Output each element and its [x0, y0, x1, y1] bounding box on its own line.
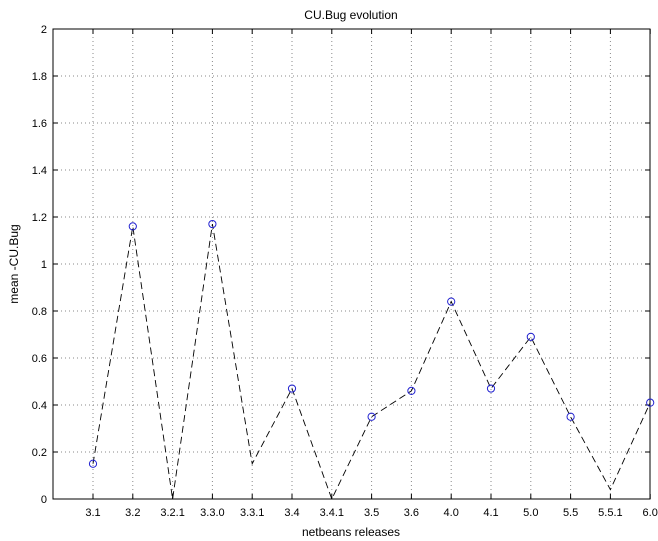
data-point-marker — [486, 384, 496, 393]
data-point-marker — [367, 412, 376, 421]
x-tick-label: 3.5 — [364, 507, 379, 519]
x-tick-label: 4.0 — [444, 507, 459, 519]
x-tick-label: 3.4.1 — [320, 507, 344, 519]
data-point-marker — [407, 386, 416, 395]
data-series — [88, 219, 655, 501]
x-tick-label: 3.3.1 — [240, 507, 264, 519]
y-tick-label: 0.8 — [32, 306, 47, 318]
x-tick-label: 4.1 — [483, 507, 498, 519]
data-point-marker — [447, 297, 456, 306]
y-tick-label: 1 — [41, 259, 47, 271]
data-point-marker — [128, 222, 137, 231]
x-tick-label: 6.0 — [643, 507, 658, 519]
x-tick-label: 3.2 — [125, 507, 140, 519]
y-axis-title: mean -CU.Bug — [7, 224, 21, 303]
axis-ticks — [53, 28, 651, 500]
y-tick-label: 1.8 — [32, 71, 47, 83]
y-tick-label: 2 — [41, 24, 47, 36]
y-tick-label: 1.2 — [32, 212, 47, 224]
x-tick-label: 3.1 — [85, 507, 100, 519]
data-point-marker — [646, 398, 655, 407]
x-tick-label: 5.5.1 — [598, 507, 622, 519]
chart-title: CU.Bug evolution — [304, 8, 397, 22]
series-line — [92, 223, 651, 501]
x-tick-label: 5.0 — [523, 507, 538, 519]
data-point-marker — [566, 412, 575, 421]
plot-frame — [52, 28, 651, 500]
x-tick-label: 3.3.0 — [200, 507, 224, 519]
y-tick-label: 0.2 — [32, 447, 47, 459]
x-tick-label: 3.6 — [404, 507, 419, 519]
data-point-marker — [526, 332, 535, 341]
x-axis-title: netbeans releases — [302, 525, 400, 539]
x-tick-label: 5.5 — [563, 507, 578, 519]
y-tick-label: 0 — [41, 494, 47, 506]
grid — [53, 29, 650, 499]
data-point-marker — [208, 219, 217, 229]
y-tick-label: 1.4 — [32, 165, 47, 177]
y-tick-label: 0.4 — [32, 400, 47, 412]
x-tick-label: 3.4 — [284, 507, 299, 519]
tick-labels: 3.1 3.2 3.2.1 3.3.0 3.3.1 3.4 3.4.1 3.5 3.6 4.0 4.… — [32, 24, 658, 519]
y-tick-label: 0.6 — [32, 353, 47, 365]
x-tick-label: 3.2.1 — [160, 507, 184, 519]
data-point-marker — [88, 459, 98, 468]
y-tick-label: 1.6 — [32, 118, 47, 130]
data-point-marker — [287, 384, 297, 393]
